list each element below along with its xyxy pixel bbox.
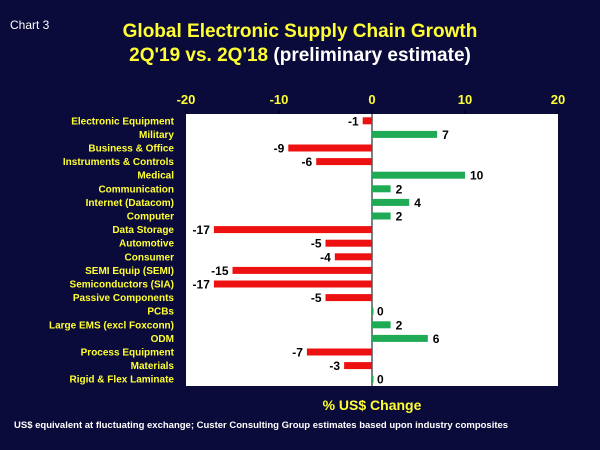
- data-label-9: -5: [311, 237, 322, 251]
- category-label-2: Business & Office: [88, 144, 174, 155]
- data-label-14: 0: [377, 305, 384, 319]
- bar-1: [372, 130, 438, 138]
- chart-subtitle-main: 2Q'19 vs. 2Q'18: [129, 45, 269, 66]
- footnote: US$ equivalent at fluctuating exchange; …: [14, 420, 509, 431]
- bar-12: [213, 280, 372, 288]
- category-label-6: Internet (Datacom): [86, 198, 174, 209]
- category-label-17: Process Equipment: [81, 348, 175, 359]
- bar-8: [213, 226, 372, 234]
- data-label-11: -15: [211, 264, 229, 278]
- category-label-8: Data Storage: [112, 225, 174, 236]
- bar-16: [372, 334, 428, 342]
- bar-14: [372, 307, 374, 315]
- category-label-5: Communication: [98, 184, 174, 195]
- category-label-0: Electronic Equipment: [71, 116, 174, 127]
- data-label-5: 2: [396, 182, 403, 196]
- category-label-7: Computer: [127, 212, 174, 223]
- category-label-15: Large EMS (excl Foxconn): [49, 320, 174, 331]
- category-label-3: Instruments & Controls: [63, 157, 175, 168]
- data-label-1: 7: [442, 128, 449, 142]
- category-label-4: Medical: [137, 171, 174, 182]
- data-label-3: -6: [302, 155, 313, 169]
- data-label-16: 6: [433, 332, 440, 346]
- bar-0: [362, 117, 372, 125]
- bar-10: [334, 253, 372, 261]
- category-label-16: ODM: [151, 334, 174, 345]
- data-label-4: 10: [470, 169, 484, 183]
- category-label-18: Materials: [131, 361, 175, 372]
- bar-7: [372, 212, 391, 220]
- data-label-6: 4: [414, 196, 421, 210]
- category-label-13: Passive Components: [73, 293, 175, 304]
- chart-label: Chart 3: [10, 18, 50, 32]
- bar-11: [232, 266, 372, 274]
- bar-4: [372, 171, 465, 179]
- category-label-1: Military: [139, 130, 174, 141]
- category-label-9: Automotive: [119, 239, 174, 250]
- category-label-11: SEMI Equip (SEMI): [85, 266, 174, 277]
- bar-3: [316, 158, 372, 166]
- data-label-19: 0: [377, 373, 384, 387]
- bar-9: [325, 239, 372, 247]
- bar-18: [344, 362, 372, 370]
- x-tick-label-1: -10: [270, 92, 289, 107]
- bar-13: [325, 294, 372, 302]
- bar-5: [372, 185, 391, 193]
- bar-17: [306, 348, 372, 356]
- bar-15: [372, 321, 391, 329]
- x-tick-label-4: 20: [551, 92, 565, 107]
- chart-subtitle: 2Q'19 vs. 2Q'18 (preliminary estimate): [0, 44, 600, 67]
- bar-2: [288, 144, 372, 152]
- data-label-12: -17: [193, 278, 211, 292]
- category-label-19: Rigid & Flex Laminate: [70, 375, 175, 386]
- data-label-7: 2: [396, 210, 403, 224]
- chart-title: Global Electronic Supply Chain Growth: [122, 21, 478, 42]
- x-tick-label-3: 10: [458, 92, 472, 107]
- data-label-2: -9: [274, 142, 285, 156]
- category-label-14: PCBs: [147, 307, 174, 318]
- x-tick-label-0: -20: [177, 92, 196, 107]
- bar-6: [372, 198, 410, 206]
- data-label-15: 2: [396, 318, 403, 332]
- x-tick-label-2: 0: [368, 92, 375, 107]
- data-label-10: -4: [320, 250, 331, 264]
- data-label-17: -7: [292, 346, 303, 360]
- bar-19: [372, 375, 374, 383]
- x-axis-label: % US$ Change: [322, 397, 422, 413]
- data-label-13: -5: [311, 291, 322, 305]
- data-label-18: -3: [329, 359, 340, 373]
- data-label-0: -1: [348, 114, 359, 128]
- chart-subtitle-note: (preliminary estimate): [273, 45, 471, 66]
- category-label-10: Consumer: [125, 252, 175, 263]
- data-label-8: -17: [193, 223, 211, 237]
- category-label-12: Semiconductors (SIA): [70, 280, 174, 291]
